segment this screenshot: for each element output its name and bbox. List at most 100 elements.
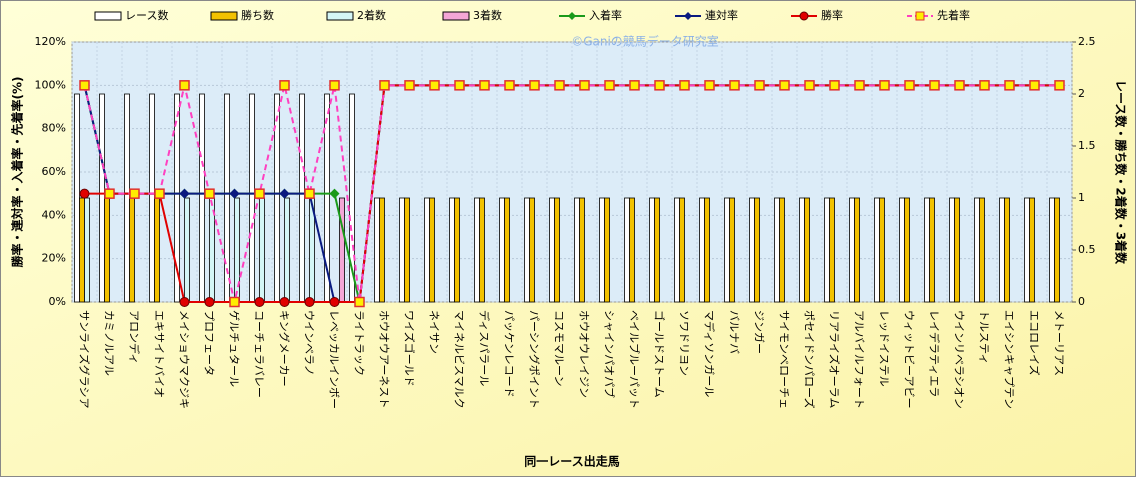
- bar: [674, 197, 680, 303]
- x-tick-label: ソワドリヨン: [678, 310, 691, 376]
- x-tick-label: ゴールドストーム: [653, 310, 667, 398]
- bar: [949, 197, 955, 303]
- x-tick-label: ディスパラール: [478, 310, 492, 386]
- line: [83, 84, 1060, 303]
- y2-tick-label: 2: [1078, 87, 1085, 100]
- bar: [299, 93, 305, 303]
- x-tick-label: ウィットビーアビー: [903, 310, 916, 409]
- legend-label: 3着数: [473, 8, 502, 22]
- x-tick-label: リアライズオーラム: [828, 310, 842, 408]
- marker: [279, 80, 290, 91]
- marker: [979, 80, 990, 91]
- bar: [754, 197, 760, 303]
- marker: [229, 188, 240, 199]
- x-tick-label: コーチェラバレー: [253, 310, 266, 398]
- bar: [274, 93, 280, 303]
- x-tick-label: エキサイトバイオ: [153, 310, 166, 398]
- marker: [829, 80, 840, 91]
- marker: [79, 188, 90, 199]
- bar: [1049, 197, 1055, 303]
- marker: [404, 80, 415, 91]
- x-tick-label: ワイズゴールド: [403, 310, 417, 387]
- bar: [149, 93, 155, 303]
- marker: [754, 80, 765, 91]
- x-tick-label: レイデラティエラ: [928, 310, 942, 397]
- legend-label: 勝ち数: [241, 8, 274, 22]
- bar: [99, 93, 105, 303]
- x-tick-label: ライトラック: [353, 310, 366, 376]
- bar: [529, 197, 535, 303]
- x-tick-label: パッケンレコード: [503, 310, 516, 398]
- bar: [979, 197, 985, 303]
- bar: [499, 197, 505, 303]
- bar: [124, 93, 130, 303]
- legend-label: レース数: [125, 9, 168, 22]
- bar: [1029, 197, 1035, 303]
- legend-swatch: [210, 11, 238, 21]
- legend-marker: [568, 12, 576, 20]
- x-tick-label: ベイルブルーパット: [628, 310, 642, 409]
- marker: [204, 188, 215, 199]
- marker: [629, 80, 640, 91]
- bar: [374, 197, 380, 303]
- marker: [954, 80, 965, 91]
- bar: [774, 197, 780, 303]
- bar: [579, 197, 585, 303]
- bar: [1054, 197, 1060, 303]
- marker: [704, 80, 715, 91]
- bar: [404, 197, 410, 303]
- x-tick-label: マイネルビスマルク: [453, 310, 466, 409]
- bar: [429, 197, 435, 303]
- y2-tick-label: 0.5: [1078, 243, 1096, 256]
- marker: [129, 188, 140, 199]
- bar: [974, 197, 980, 303]
- x-tick-label: キングメーカー: [278, 310, 292, 387]
- marker: [579, 80, 590, 91]
- bar: [199, 93, 205, 303]
- legend-label: 入着率: [589, 8, 622, 22]
- marker: [1054, 80, 1065, 91]
- legend-swatch: [442, 11, 470, 21]
- bar: [74, 93, 80, 303]
- x-tick-label: バルナバ: [728, 310, 741, 354]
- marker: [429, 80, 440, 91]
- marker: [854, 80, 865, 91]
- bar: [449, 197, 455, 303]
- legend-label: 勝率: [821, 8, 843, 22]
- bar: [1024, 197, 1030, 303]
- marker: [154, 188, 165, 199]
- y2-axis-title: レース数・勝ち数・2着数・3着数: [1114, 80, 1129, 265]
- x-tick-label: トルスティ: [978, 310, 991, 364]
- marker: [304, 297, 315, 307]
- bar: [574, 197, 580, 303]
- y2-tick-label: 2.5: [1078, 35, 1096, 48]
- y-axis-title: 勝率・連対率・入着率・先着率(%): [10, 77, 25, 268]
- y-tick-label: 60%: [42, 165, 66, 178]
- x-tick-label: サンライズグラシア: [78, 310, 92, 408]
- bar: [849, 197, 855, 303]
- y-tick-label: 100%: [35, 78, 66, 91]
- bar: [679, 197, 685, 303]
- bar: [1004, 197, 1010, 303]
- x-tick-label: アロンディ: [128, 310, 142, 364]
- bar: [474, 197, 480, 303]
- marker: [329, 80, 340, 91]
- bar: [879, 197, 885, 303]
- bar: [554, 197, 560, 303]
- bar: [174, 93, 180, 303]
- x-tick-label: エコロレイズ: [1028, 310, 1042, 376]
- bar: [954, 197, 960, 303]
- bar: [804, 197, 810, 303]
- marker: [279, 297, 290, 307]
- bar: [479, 197, 485, 303]
- marker: [79, 80, 90, 91]
- bar: [929, 197, 935, 303]
- y-tick-label: 40%: [42, 208, 66, 221]
- marker: [479, 80, 490, 91]
- bar: [454, 197, 460, 303]
- bar: [379, 197, 385, 303]
- legend-marker: [799, 11, 809, 21]
- marker: [254, 188, 265, 199]
- bar: [284, 197, 290, 303]
